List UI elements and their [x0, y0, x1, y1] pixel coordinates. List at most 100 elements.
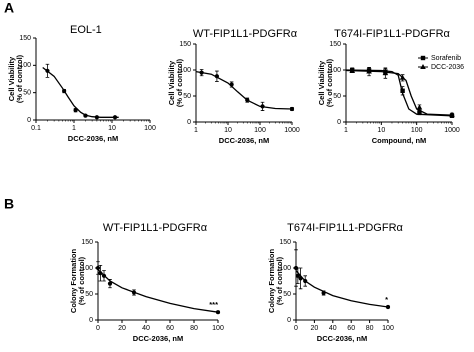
y-axis-label: (% of control) [325, 58, 334, 107]
chart-title: T674I-FIP1L1-PDGFRα [334, 28, 450, 40]
y-axis-label: (% of control) [175, 58, 184, 107]
marker [400, 88, 405, 93]
y-tick-label: 0 [89, 317, 93, 324]
y-axis-label: Colony Formation [267, 249, 276, 314]
y-axis-label: Colony Formation [69, 249, 78, 314]
y-tick-label: 50 [283, 291, 291, 298]
x-axis-label: DCC-2036, nM [68, 134, 118, 143]
y-tick-label: 50 [333, 93, 341, 100]
marker [112, 115, 118, 120]
x-tick-label: 0 [96, 325, 100, 332]
marker [214, 74, 220, 79]
y-tick-label: 0 [27, 117, 31, 124]
marker [62, 88, 67, 94]
annotation: * [385, 295, 388, 304]
y-tick-label: 100 [81, 265, 93, 272]
x-tick-label: 20 [118, 325, 126, 332]
x-tick-label: 10 [108, 125, 116, 132]
y-tick-label: 100 [329, 67, 341, 74]
marker [289, 106, 295, 112]
legend-label: DCC-2036 [431, 64, 464, 71]
x-tick-label: 80 [190, 325, 198, 332]
marker [260, 104, 265, 109]
x-tick-label: 1000 [284, 127, 300, 134]
y-axis-label: (% of control) [275, 256, 284, 305]
chart-title: WT-FIP1L1-PDGFRα [103, 222, 208, 234]
x-tick-label: 40 [142, 325, 150, 332]
fit-curve [42, 66, 119, 118]
y-tick-label: 0 [287, 317, 291, 324]
marker [298, 276, 303, 281]
marker [420, 64, 426, 69]
x-tick-label: 60 [166, 325, 174, 332]
y-tick-label: 100 [179, 67, 191, 74]
x-tick-label: 0 [294, 325, 298, 332]
fit-curve [195, 70, 293, 110]
y-tick-label: 0 [187, 119, 191, 126]
y-tick-label: 0 [337, 119, 341, 126]
x-axis-label: DCC-2036, nM [219, 136, 269, 145]
x-axis-label: DCC-2036, nM [317, 334, 367, 343]
x-axis-label: Compound, nM [372, 136, 427, 145]
marker [131, 290, 137, 295]
x-tick-label: 100 [144, 125, 156, 132]
fit-curve [97, 269, 219, 313]
marker [83, 113, 88, 118]
marker [303, 278, 308, 284]
x-tick-label: 1 [194, 127, 198, 134]
marker [95, 265, 101, 271]
x-tick-label: 1 [72, 125, 76, 132]
y-tick-label: 100 [279, 265, 291, 272]
x-tick-label: 0.1 [31, 125, 41, 132]
chart-title: T674I-FIP1L1-PDGFRα [287, 222, 403, 234]
marker [215, 310, 221, 315]
x-axis-label: DCC-2036, nM [133, 334, 183, 343]
fit-curve [295, 270, 389, 308]
x-tick-label: 10 [224, 127, 232, 134]
marker [416, 104, 423, 110]
panel-label: A [4, 0, 14, 16]
marker [420, 55, 426, 61]
marker [94, 115, 99, 120]
x-tick-label: 100 [212, 325, 224, 332]
x-tick-label: 100 [411, 127, 423, 134]
legend-label: Sorafenib [431, 55, 461, 62]
x-tick-label: 10 [377, 127, 385, 134]
fit-curve [345, 69, 453, 117]
y-tick-label: 50 [183, 93, 191, 100]
y-tick-label: 50 [85, 291, 93, 298]
x-tick-label: 40 [329, 325, 337, 332]
chart-title: WT-FIP1L1-PDGFRα [193, 28, 298, 40]
y-axis-label: Cell Viability [167, 60, 176, 105]
x-tick-label: 100 [382, 325, 394, 332]
marker [417, 110, 422, 115]
marker [107, 281, 113, 286]
y-tick-label: 150 [19, 35, 31, 42]
y-axis-label: Cell Viability [317, 60, 326, 105]
annotation: *** [209, 300, 218, 309]
marker [366, 68, 372, 74]
marker [293, 265, 299, 271]
x-tick-label: 1000 [444, 127, 460, 134]
marker [229, 82, 234, 87]
marker [382, 70, 389, 76]
x-tick-label: 100 [254, 127, 266, 134]
x-tick-label: 1 [344, 127, 348, 134]
x-tick-label: 60 [347, 325, 355, 332]
y-axis-label: Cell Viability [7, 56, 16, 101]
marker [73, 108, 78, 113]
marker [399, 74, 406, 80]
chart-title: EOL-1 [70, 24, 102, 36]
fit-curve [345, 69, 453, 116]
marker [98, 271, 103, 276]
marker [245, 98, 250, 103]
marker [385, 304, 391, 310]
marker [449, 111, 455, 117]
panel-label: B [4, 196, 14, 212]
y-tick-label: 150 [279, 239, 291, 246]
x-tick-label: 20 [311, 325, 319, 332]
y-tick-label: 100 [19, 62, 31, 69]
y-tick-label: 50 [23, 90, 31, 97]
y-tick-label: 150 [81, 239, 93, 246]
